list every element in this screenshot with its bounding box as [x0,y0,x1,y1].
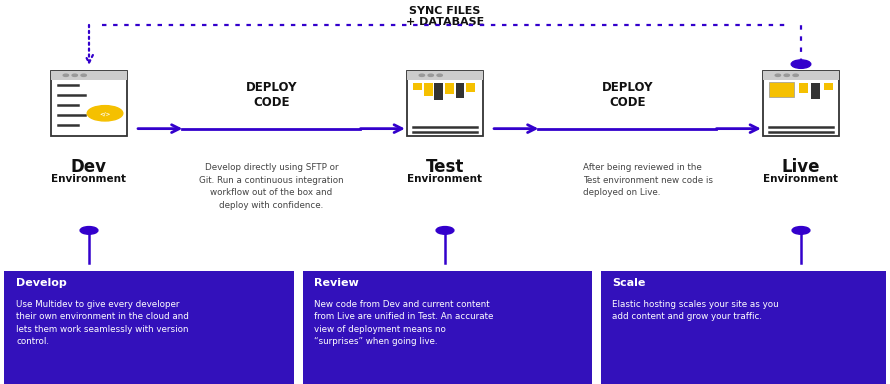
Circle shape [784,74,789,76]
Circle shape [87,106,123,121]
Text: Environment: Environment [408,174,482,184]
FancyBboxPatch shape [764,71,839,79]
Text: Develop: Develop [16,278,67,288]
FancyBboxPatch shape [466,83,475,92]
FancyBboxPatch shape [812,83,821,99]
Text: New code from Dev and current content
from Live are unified in Test. An accurate: New code from Dev and current content fr… [314,300,494,346]
Text: Environment: Environment [52,174,126,184]
FancyBboxPatch shape [799,83,808,93]
Text: Elastic hosting scales your site as you
add content and grow your traffic.: Elastic hosting scales your site as you … [612,300,779,321]
Circle shape [80,227,98,234]
FancyBboxPatch shape [764,71,839,136]
FancyBboxPatch shape [408,71,482,79]
Text: DEPLOY
CODE: DEPLOY CODE [602,81,653,109]
FancyBboxPatch shape [456,83,465,98]
Circle shape [791,60,811,68]
Text: Develop directly using SFTP or
Git. Run a continuous integration
workflow out of: Develop directly using SFTP or Git. Run … [199,163,344,210]
FancyBboxPatch shape [601,271,886,384]
Circle shape [793,74,798,76]
Circle shape [63,74,69,76]
FancyBboxPatch shape [770,82,795,97]
Circle shape [72,74,77,76]
FancyBboxPatch shape [52,71,127,136]
Text: Scale: Scale [612,278,646,288]
Text: Review: Review [314,278,359,288]
Text: </>: </> [100,111,110,116]
Circle shape [437,74,442,76]
Text: Environment: Environment [764,174,838,184]
Text: Live: Live [781,158,821,176]
FancyBboxPatch shape [824,83,833,89]
Text: Test: Test [425,158,465,176]
Text: Use Multidev to give every developer
their own environment in the cloud and
lets: Use Multidev to give every developer the… [16,300,189,346]
Circle shape [419,74,425,76]
FancyBboxPatch shape [434,83,443,100]
Circle shape [436,227,454,234]
Text: Dev: Dev [71,158,107,176]
Text: DEPLOY
CODE: DEPLOY CODE [246,81,297,109]
FancyBboxPatch shape [4,271,294,384]
Text: After being reviewed in the
Test environment new code is
deployed on Live.: After being reviewed in the Test environ… [583,163,713,197]
Circle shape [792,227,810,234]
Circle shape [428,74,433,76]
FancyBboxPatch shape [424,83,433,96]
Circle shape [775,74,781,76]
Text: SYNC FILES
+ DATABASE: SYNC FILES + DATABASE [406,6,484,27]
FancyBboxPatch shape [408,71,482,136]
FancyBboxPatch shape [414,83,422,90]
FancyBboxPatch shape [445,83,454,94]
Circle shape [81,74,86,76]
FancyBboxPatch shape [52,71,127,79]
FancyBboxPatch shape [303,271,592,384]
